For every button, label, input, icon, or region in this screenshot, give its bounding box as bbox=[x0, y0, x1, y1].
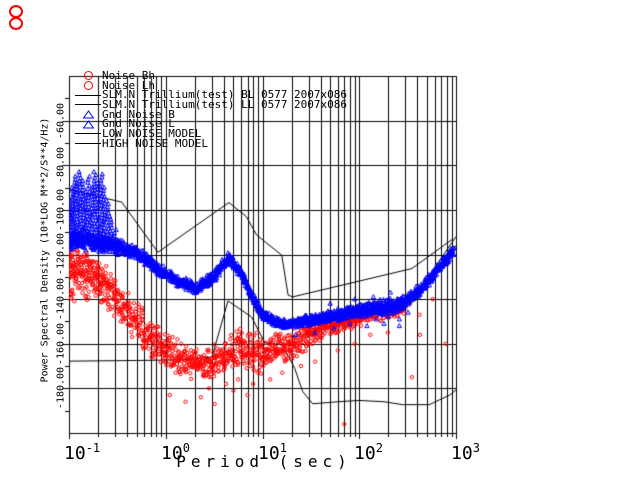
y-tick-label: -160.00 bbox=[55, 322, 67, 366]
legend-item: Noise Bh bbox=[74, 69, 347, 82]
legend: Noise Bh Noise Lh SLM.N Trillium(test) B… bbox=[74, 69, 348, 150]
legend-item-label: SLM.N Trillium(test) LL 0577 2007x086 bbox=[102, 98, 348, 112]
triangle-marker-icon bbox=[74, 119, 102, 129]
triangle-marker-icon bbox=[74, 110, 102, 119]
x-tick-label: 103 bbox=[451, 441, 480, 464]
y-axis-title: Power Spectral Density (10*LOG M**2/S**4… bbox=[39, 117, 51, 383]
line-marker-icon bbox=[75, 104, 101, 106]
legend-item-label: Noise Lh bbox=[102, 78, 155, 92]
y-tick-label: -140.00 bbox=[55, 277, 67, 321]
legend-item: Gnd Noise B bbox=[74, 107, 347, 121]
x-tick-label: 10-1 bbox=[64, 441, 101, 464]
legend-item: LOW NOISE MODEL bbox=[74, 127, 347, 141]
legend-item-label: LOW NOISE MODEL bbox=[102, 127, 202, 141]
legend-item-label: Gnd Noise L bbox=[102, 117, 175, 131]
x-tick-label: 102 bbox=[354, 441, 383, 464]
legend-item: Gnd Noise L bbox=[74, 119, 347, 129]
y-tick-label: -120.00 bbox=[55, 232, 67, 276]
legend-item-label: Noise Bh bbox=[102, 69, 155, 82]
x-tick-label: 101 bbox=[258, 441, 287, 464]
legend-item: SLM.N Trillium(test) LL 0577 2007x086 bbox=[74, 98, 348, 112]
y-tick-label: -100.00 bbox=[55, 188, 67, 232]
y-tick-label: -180.00 bbox=[55, 366, 67, 410]
line-marker-icon bbox=[75, 133, 101, 135]
y-tick-label: -80.00 bbox=[55, 146, 67, 184]
circle-marker-icon bbox=[83, 81, 93, 91]
x-axis-title: Period (sec) bbox=[176, 452, 352, 471]
legend-item-label: SLM.N Trillium(test) BL 0577 2007x086 bbox=[102, 88, 348, 102]
legend-item-label: HIGH NOISE MODEL bbox=[102, 136, 208, 150]
red-rings-icon bbox=[9, 5, 23, 30]
red-ring-bottom bbox=[9, 17, 23, 30]
x-tick-label: 100 bbox=[161, 441, 190, 464]
legend-item: Noise Lh bbox=[74, 78, 347, 92]
legend-item: HIGH NOISE MODEL bbox=[74, 136, 347, 150]
line-marker-icon bbox=[75, 143, 101, 145]
legend-item: SLM.N Trillium(test) BL 0577 2007x086 bbox=[74, 90, 347, 100]
legend-item-label: Gnd Noise B bbox=[102, 107, 175, 121]
line-marker-icon bbox=[75, 94, 101, 96]
circle-marker-icon bbox=[83, 71, 93, 81]
y-tick-label: -60.00 bbox=[55, 102, 67, 140]
